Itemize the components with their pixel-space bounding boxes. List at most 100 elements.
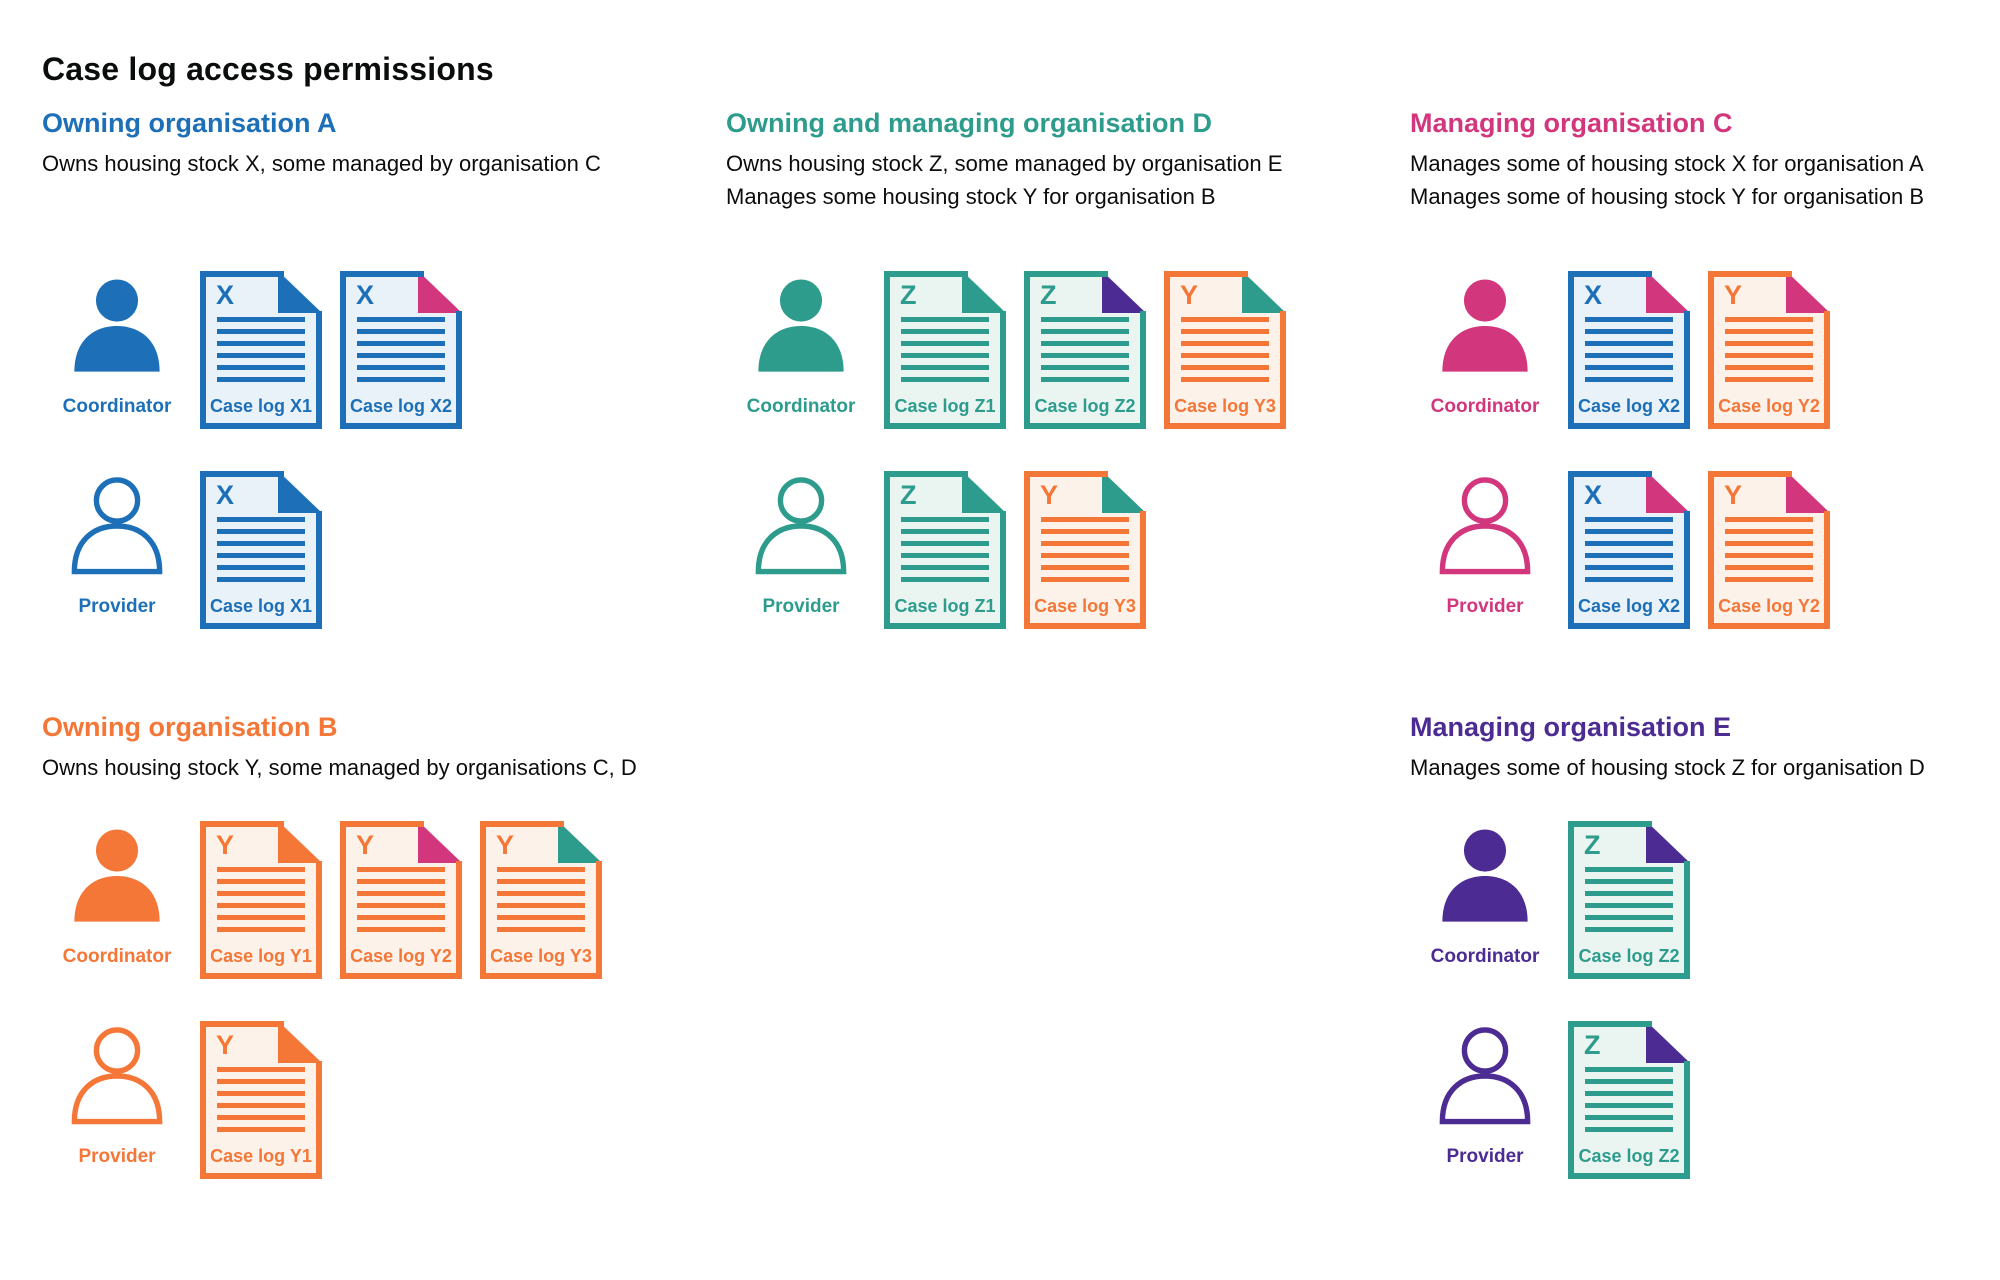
- org-description-line: Manages some of housing stock Y for orga…: [1410, 184, 1925, 209]
- org-heading: Owning organisation B: [42, 712, 338, 742]
- doc-text-lines-icon: [497, 867, 585, 932]
- doc-fold-icon: [558, 821, 602, 863]
- case-log-doc: X Case log X1: [200, 471, 322, 629]
- coordinator-icon: [74, 279, 160, 372]
- doc-text-lines-icon: [217, 317, 305, 382]
- org-description-line: Owns housing stock Y, some managed by or…: [42, 755, 637, 780]
- role-row-coordinator: Coordinator X Case log X2 Y Case log Y2: [1410, 268, 1830, 429]
- org-description-line: Manages some of housing stock Z for orga…: [1410, 755, 1925, 780]
- doc-fold-icon: [278, 271, 322, 313]
- coordinator-icon: [1442, 829, 1528, 922]
- doc-list: X Case log X1 X Case log X2: [200, 268, 462, 429]
- case-log-doc: Y Case log Y2: [1708, 471, 1830, 629]
- person-label: Coordinator: [62, 946, 172, 967]
- doc-caption: Case log Y3: [490, 946, 592, 966]
- doc-fold-icon: [418, 821, 462, 863]
- case-log-doc: Z Case log Z1: [884, 471, 1006, 629]
- role-row-coordinator: Coordinator Z Case log Z1 Z Case log Z2 Y Case…: [726, 268, 1286, 429]
- coordinator-icon: [758, 279, 844, 372]
- doc-text-lines-icon: [1041, 317, 1129, 382]
- doc-letter: X: [356, 280, 374, 310]
- person-label: Coordinator: [1430, 946, 1540, 967]
- doc-text-lines-icon: [901, 317, 989, 382]
- case-log-doc: X Case log X2: [1568, 471, 1690, 629]
- person-label: Coordinator: [746, 396, 856, 417]
- doc-fold-icon: [278, 471, 322, 513]
- org-heading: Owning and managing organisation D: [726, 108, 1213, 138]
- person-label: Coordinator: [62, 396, 172, 417]
- doc-letter: X: [216, 480, 234, 510]
- case-log-doc: Y Case log Y1: [200, 1021, 322, 1179]
- doc-caption: Case log X1: [210, 396, 312, 416]
- person-block-provider: Provider: [726, 468, 876, 617]
- role-row-coordinator: Coordinator X Case log X1 X Case log X2: [42, 268, 462, 429]
- doc-list: X Case log X2 Y Case log Y2: [1568, 468, 1830, 629]
- provider-icon: [1439, 477, 1531, 575]
- doc-caption: Case log Z1: [894, 596, 995, 616]
- doc-letter: X: [1584, 280, 1602, 310]
- doc-letter: Y: [356, 830, 374, 860]
- person-block-provider: Provider: [42, 468, 192, 617]
- case-log-doc: Y Case log Y3: [480, 821, 602, 979]
- doc-letter: Y: [1180, 280, 1198, 310]
- case-log-doc: Y Case log Y2: [340, 821, 462, 979]
- person-block-coordinator: Coordinator: [42, 268, 192, 417]
- doc-text-lines-icon: [217, 867, 305, 932]
- doc-letter: Y: [216, 830, 234, 860]
- case-log-doc: Z Case log Z1: [884, 271, 1006, 429]
- doc-fold-icon: [1646, 821, 1690, 863]
- person-label: Provider: [1446, 1146, 1524, 1167]
- case-log-doc: X Case log X2: [340, 271, 462, 429]
- page-title: Case log access permissions: [42, 51, 494, 88]
- doc-letter: Z: [1040, 280, 1057, 310]
- doc-caption: Case log X2: [1578, 596, 1680, 616]
- org-description: Manages some of housing stock X for orga…: [1410, 147, 1990, 213]
- doc-list: X Case log X1: [200, 468, 322, 629]
- doc-text-lines-icon: [1585, 1067, 1673, 1132]
- person-block-coordinator: Coordinator: [1410, 268, 1560, 417]
- doc-fold-icon: [1786, 471, 1830, 513]
- doc-text-lines-icon: [357, 867, 445, 932]
- case-log-doc: Y Case log Y3: [1164, 271, 1286, 429]
- doc-list: X Case log X2 Y Case log Y2: [1568, 268, 1830, 429]
- doc-text-lines-icon: [1585, 867, 1673, 932]
- doc-letter: Z: [900, 480, 917, 510]
- org-heading: Managing organisation E: [1410, 712, 1732, 742]
- doc-caption: Case log Y2: [1718, 396, 1820, 416]
- role-row-provider: Provider X Case log X2 Y Case log Y2: [1410, 468, 1830, 629]
- org-section-c: Managing organisation C Manages some of h…: [1410, 108, 1990, 629]
- person-block-provider: Provider: [1410, 468, 1560, 617]
- role-row-coordinator: Coordinator Z Case log Z2: [1410, 818, 1690, 979]
- doc-caption: Case log X1: [210, 596, 312, 616]
- doc-caption: Case log Y1: [210, 946, 312, 966]
- doc-caption: Case log Y3: [1034, 596, 1136, 616]
- provider-icon: [71, 477, 163, 575]
- doc-list: Z Case log Z2: [1568, 818, 1690, 979]
- org-heading: Managing organisation C: [1410, 108, 1733, 138]
- person-label: Provider: [78, 1146, 156, 1167]
- role-row-coordinator: Coordinator Y Case log Y1 Y Case log Y2 Y Case…: [42, 818, 602, 979]
- doc-letter: X: [1584, 480, 1602, 510]
- org-description: Owns housing stock Z, some managed by or…: [726, 147, 1306, 213]
- doc-letter: Z: [1584, 830, 1601, 860]
- doc-fold-icon: [1646, 471, 1690, 513]
- doc-letter: Y: [1724, 480, 1742, 510]
- case-log-doc: Z Case log Z2: [1024, 271, 1146, 429]
- case-log-doc: Z Case log Z2: [1568, 1021, 1690, 1179]
- person-block-provider: Provider: [42, 1018, 192, 1167]
- doc-letter: Y: [216, 1030, 234, 1060]
- org-section-e: Managing organisation E Manages some of h…: [1410, 712, 1990, 1179]
- doc-caption: Case log X2: [1578, 396, 1680, 416]
- org-description: Owns housing stock X, some managed by or…: [42, 147, 622, 180]
- doc-text-lines-icon: [217, 517, 305, 582]
- person-block-provider: Provider: [1410, 1018, 1560, 1167]
- doc-letter: Z: [900, 280, 917, 310]
- doc-letter: Y: [1040, 480, 1058, 510]
- doc-fold-icon: [278, 821, 322, 863]
- person-label: Provider: [1446, 596, 1524, 617]
- doc-caption: Case log Y3: [1174, 396, 1276, 416]
- provider-icon: [755, 477, 847, 575]
- org-description: Manages some of housing stock Z for orga…: [1410, 751, 1990, 784]
- doc-text-lines-icon: [1585, 517, 1673, 582]
